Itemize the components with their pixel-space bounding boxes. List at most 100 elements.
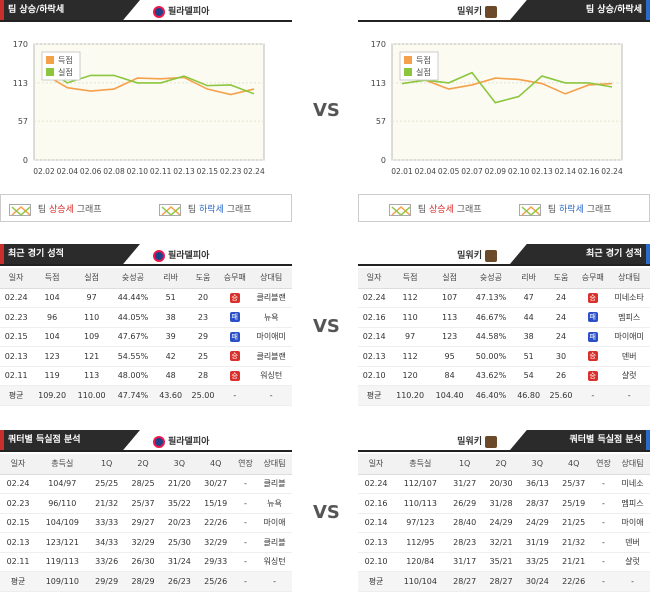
column-header: 3Q	[519, 454, 556, 475]
table-cell: 25.00	[186, 385, 220, 406]
y-tick-label: 0	[381, 156, 386, 165]
table-cell: 36/13	[519, 474, 556, 494]
table-cell: 112	[390, 288, 430, 308]
column-header: 실점	[71, 268, 112, 289]
table-cell: 클리블랜	[250, 288, 292, 308]
table-cell: 29/27	[124, 513, 162, 533]
table-row: 02.23 96 110 44.05% 38 23 패 뉴욕	[0, 307, 292, 328]
quarter-table-left: 일자 총득실 1Q 2Q 3Q 4Q 연장 상대팀 02.24 104/97 25/25 28/25 2…	[0, 454, 292, 592]
table-cell: 47	[512, 288, 545, 308]
table-cell: 24	[544, 307, 578, 328]
table-cell: 패	[219, 307, 251, 328]
win-badge: 승	[229, 351, 240, 362]
table-cell: 02.13	[0, 532, 37, 553]
win-badge: 승	[587, 351, 598, 362]
team-name-right: 밀워키	[457, 7, 482, 17]
table-cell: 02.16	[358, 493, 395, 514]
recent-title-right: 최근 경기 성적	[510, 244, 650, 264]
win-badge: 승	[229, 370, 240, 381]
win-badge: 승	[229, 292, 240, 303]
table-cell: 110/104	[394, 571, 447, 592]
table-cell: 평균	[358, 571, 395, 592]
table-cell: 20/30	[482, 474, 520, 494]
table-cell: 123/121	[36, 532, 89, 553]
table-cell: 28/40	[446, 513, 483, 533]
column-header: 실점	[429, 268, 470, 289]
table-cell: 25	[186, 346, 220, 367]
table-cell: -	[577, 385, 609, 406]
legend-swatch	[46, 56, 54, 64]
table-row: 02.23 96/110 21/32 25/37 35/22 15/19- 뉴욕	[0, 493, 292, 514]
x-tick-label: 02.13	[173, 167, 195, 176]
table-cell: -	[233, 532, 258, 553]
y-tick-label: 57	[18, 117, 28, 126]
table-cell: 승	[219, 366, 251, 386]
table-cell: 48	[154, 366, 187, 386]
loss-badge: 패	[587, 312, 598, 323]
legend-box-right: 팀 상승세 그래프 팀 하락세 그래프	[358, 194, 650, 222]
table-cell: 46.67%	[469, 307, 513, 328]
table-cell: 113	[429, 307, 470, 328]
table-row: 02.24 104 97 44.44% 51 20 승 클리블랜	[0, 288, 292, 308]
table-cell: 02.24	[0, 288, 33, 308]
table-cell: 31/19	[519, 532, 556, 553]
table-cell: 110/113	[394, 493, 447, 514]
quarter-panel-left: 쿼터별 득실점 분석 필라델피아 일자 총득실 1Q 2Q 3Q 4Q 연장 상대팀 02.24…	[0, 430, 292, 595]
win-badge: 승	[587, 370, 598, 381]
table-cell: 51	[154, 288, 187, 308]
table-cell: 44.05%	[111, 307, 155, 328]
series-line	[401, 71, 613, 104]
trend-up-icon	[9, 203, 31, 216]
team-name-left: 필라델피아	[168, 7, 210, 17]
table-cell: 119/113	[36, 552, 89, 572]
average-row: 평균 110/104 28/27 28/27 30/24 22/26- -	[358, 571, 650, 592]
table-row: 02.24 104/97 25/25 28/25 21/20 30/27- 클리블	[0, 474, 292, 494]
table-cell: 평균	[0, 571, 37, 592]
table-cell: 승	[219, 288, 251, 308]
table-row: 02.24 112 107 47.13% 47 24 승 미네소타	[358, 288, 650, 308]
column-header: 상대팀	[608, 268, 650, 289]
table-cell: 덴버	[608, 346, 650, 367]
column-header: 도움	[544, 268, 578, 289]
table-cell: 28/27	[446, 571, 483, 592]
table-cell: 25/30	[161, 532, 198, 553]
table-row: 02.16 110 113 46.67% 44 24 패 멤피스	[358, 307, 650, 328]
x-tick-label: 02.04	[415, 167, 437, 176]
x-tick-label: 02.07	[461, 167, 483, 176]
table-row: 02.10 120 84 43.62% 54 26 승 샬럿	[358, 366, 650, 386]
table-cell: 미네소	[615, 474, 650, 494]
table-cell: 워싱턴	[250, 366, 292, 386]
table-cell: 110.00	[71, 385, 112, 406]
table-cell: 29	[186, 327, 220, 347]
table-cell: 47.74%	[111, 385, 155, 406]
table-cell: 02.24	[358, 474, 395, 494]
series-line	[43, 73, 255, 96]
table-cell: 120	[390, 366, 430, 386]
x-tick-label: 02.23	[220, 167, 242, 176]
vs-label-quarter: VS	[313, 502, 340, 523]
x-tick-label: 02.10	[127, 167, 149, 176]
table-cell: 30/24	[519, 571, 556, 592]
table-cell: 26	[544, 366, 578, 386]
mil-logo-icon	[485, 435, 497, 448]
phi-logo-icon	[153, 5, 165, 18]
table-cell: 123	[32, 346, 72, 367]
legend-label: 득점	[58, 55, 73, 65]
trend-title-right: 팀 상승/하락세	[510, 0, 650, 20]
table-cell: 54.55%	[111, 346, 155, 367]
table-cell: 24	[544, 327, 578, 347]
table-cell: 뉴욕	[250, 307, 292, 328]
phi-logo-icon	[153, 249, 165, 262]
table-cell: -	[608, 385, 650, 406]
table-cell: 02.10	[358, 552, 395, 572]
legend-swatch	[46, 68, 54, 76]
table-row: 02.13 112 95 50.00% 51 30 승 덴버	[358, 346, 650, 367]
table-cell: 28/27	[482, 571, 520, 592]
column-header: 3Q	[161, 454, 198, 475]
table-cell: 02.11	[0, 366, 33, 386]
table-cell: 97/123	[394, 513, 447, 533]
table-cell: 33/33	[88, 513, 125, 533]
x-tick-label: 02.13	[531, 167, 553, 176]
table-cell: 02.15	[0, 513, 37, 533]
